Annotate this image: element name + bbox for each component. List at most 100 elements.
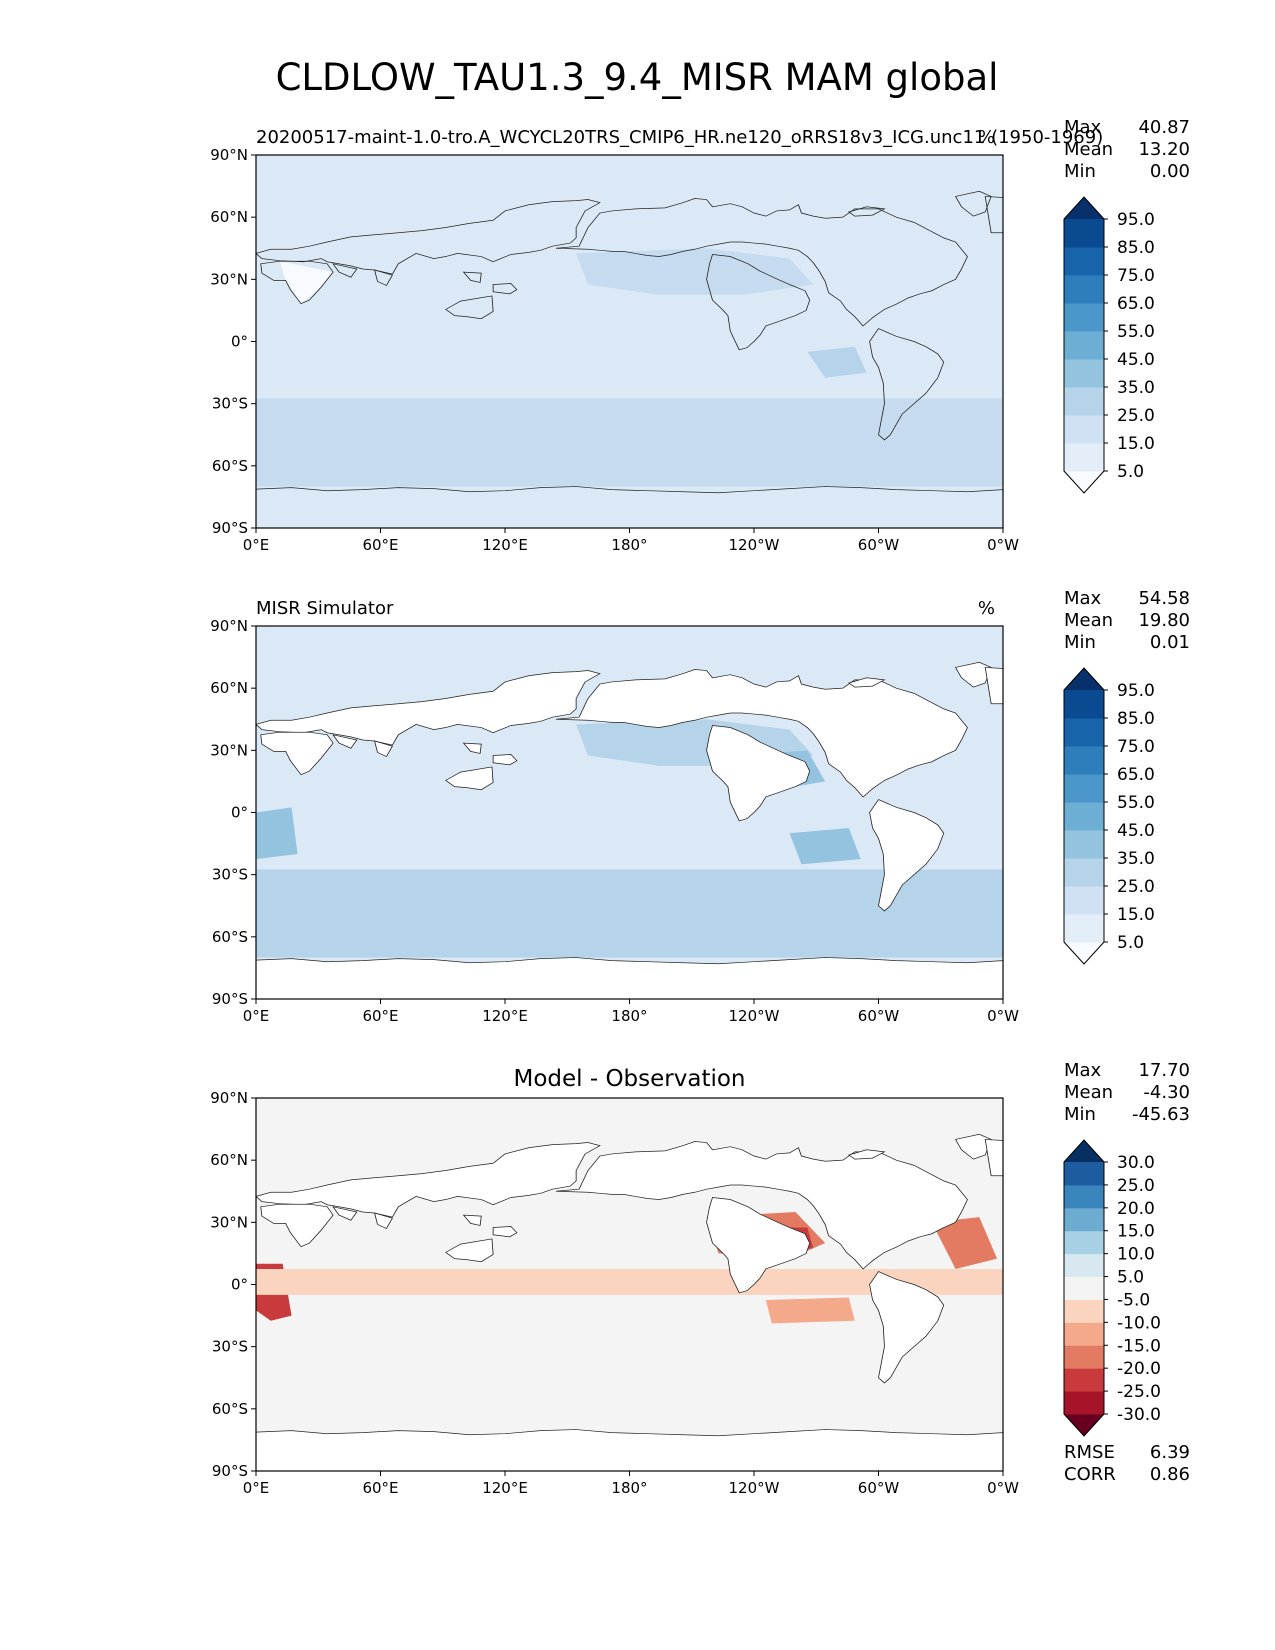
colorbar-swatch [1064, 303, 1104, 332]
map-field[interactable] [256, 1098, 1003, 1471]
field-region-north-pacific [576, 248, 814, 295]
footer-stat-label: RMSE [1064, 1442, 1115, 1463]
field-region-subtropical-land [279, 261, 334, 304]
field-region-southeast-pacific-deficit [765, 1297, 855, 1324]
colorbar-swatch [1064, 443, 1104, 472]
stat-value: 40.87 [1138, 117, 1190, 138]
colorbar-tick-label: -20.0 [1117, 1359, 1161, 1379]
colorbar-swatch [1064, 1276, 1104, 1300]
colorbar-tick-label: 25.0 [1117, 406, 1155, 426]
lon-label: 0°W [987, 536, 1019, 554]
colorbar-tick-label: 30.0 [1117, 1153, 1155, 1173]
stat-value: -4.30 [1143, 1082, 1190, 1103]
stat-label: Min [1064, 1104, 1096, 1125]
stat-value: 17.70 [1138, 1060, 1190, 1081]
stat-value: 0.00 [1150, 161, 1190, 182]
colorbar-tick-label: 55.0 [1117, 793, 1155, 813]
footer-stat-value: 0.86 [1150, 1464, 1190, 1485]
field-region-east-pacific-stratocumulus [807, 346, 867, 378]
colorbar-tick-label: 15.0 [1117, 905, 1155, 925]
colorbar-extend-min [1064, 471, 1104, 493]
colorbar-tick-label: 95.0 [1117, 681, 1155, 701]
colorbar-swatch [1064, 219, 1104, 248]
lon-label: 60°W [858, 536, 900, 554]
colorbar-tick-label: 75.0 [1117, 737, 1155, 757]
field-region-southern-ocean-band [256, 869, 1003, 958]
lon-label: 60°E [362, 1479, 398, 1497]
colorbar-swatch [1064, 415, 1104, 444]
colorbar-swatch [1064, 1253, 1104, 1278]
panel-reference: MISR Simulator % 90°N 60°N 30°N 0° 30°S 60°S 90°… [210, 588, 1190, 1025]
footer-stat-label: CORR [1064, 1464, 1116, 1485]
stat-label: Max [1064, 588, 1102, 609]
stat-value: -45.63 [1132, 1104, 1190, 1125]
stat-label: Max [1064, 1060, 1102, 1081]
colorbar-tick-label: 95.0 [1117, 210, 1155, 230]
colorbar-extend-min [1064, 1414, 1104, 1436]
lat-label: 90°S [212, 519, 248, 537]
colorbar-swatch [1064, 746, 1104, 775]
colorbar-tick-label: 10.0 [1117, 1245, 1155, 1265]
panel-test: 20200517-maint-1.0-tro.A_WCYCL20TRS_CMIP… [210, 117, 1190, 554]
lon-label: 120°E [482, 1479, 528, 1497]
colorbar-tick-label: 65.0 [1117, 294, 1155, 314]
lat-label: 30°S [212, 866, 248, 884]
lon-label: 120°E [482, 536, 528, 554]
colorbar-tick-label: -25.0 [1117, 1382, 1161, 1402]
colorbar-swatch [1064, 359, 1104, 388]
colorbar-tick-label: 25.0 [1117, 877, 1155, 897]
lon-label: 120°E [482, 1007, 528, 1025]
panel-center-title: Model - Observation [513, 1066, 745, 1092]
colorbar-swatch [1064, 774, 1104, 803]
map-field[interactable] [256, 155, 1003, 528]
colorbar-swatch [1064, 858, 1104, 887]
lon-label: 180° [611, 1007, 647, 1025]
lat-label: 90°S [212, 1462, 248, 1480]
figure-title: CLDLOW_TAU1.3_9.4_MISR MAM global [276, 56, 999, 99]
lon-label: 60°E [362, 1007, 398, 1025]
lat-label: 0° [231, 804, 248, 822]
stat-label: Max [1064, 117, 1102, 138]
panel-units: % [978, 598, 995, 619]
colorbar-swatch [1064, 830, 1104, 859]
colorbar-swatch [1064, 914, 1104, 943]
colorbar-swatch [1064, 690, 1104, 719]
stat-value: 54.58 [1138, 588, 1190, 609]
panel-left-title: 20200517-maint-1.0-tro.A_WCYCL20TRS_CMIP… [256, 127, 1103, 148]
lat-label: 60°N [210, 1151, 248, 1169]
lat-label: 60°S [212, 928, 248, 946]
colorbar-tick-label: 45.0 [1117, 821, 1155, 841]
colorbar-tick-label: 5.0 [1117, 1268, 1144, 1288]
lat-label: 60°S [212, 457, 248, 475]
colorbar-tick-label: -15.0 [1117, 1336, 1161, 1356]
lon-label: 0°E [243, 1007, 270, 1025]
colorbar-tick-label: 35.0 [1117, 378, 1155, 398]
map-field[interactable] [256, 626, 1003, 999]
colorbar-tick-label: -10.0 [1117, 1313, 1161, 1333]
panel-diff: Model - Observation 90°N 60°N 30°N 0° 30°S 60°… [210, 1060, 1190, 1497]
stat-label: Min [1064, 161, 1096, 182]
field-regions [256, 248, 1003, 487]
lon-label: 60°W [858, 1007, 900, 1025]
colorbar-extend-max [1064, 1140, 1104, 1162]
lat-label: 90°N [210, 1089, 248, 1107]
colorbar-swatch [1064, 1162, 1104, 1186]
stat-value: 13.20 [1138, 139, 1190, 160]
colorbar-swatch [1064, 1207, 1104, 1232]
colorbar-swatch [1064, 1368, 1104, 1392]
panel-left-title: MISR Simulator [256, 598, 394, 619]
lat-label: 90°N [210, 617, 248, 635]
colorbar: 5.0 15.0 25.0 35.0 45.0 55.0 65.0 75.0 85.0 95.0 [1063, 196, 1155, 494]
lat-label: 30°S [212, 1338, 248, 1356]
field-region-southeast-pacific-stratocumulus [789, 828, 861, 865]
colorbar-swatch [1064, 1322, 1104, 1346]
lat-label: 30°N [210, 270, 248, 288]
panel-units: % [978, 127, 995, 148]
colorbar-swatch [1064, 331, 1104, 360]
lat-label: 60°N [210, 679, 248, 697]
lat-label: 30°N [210, 1213, 248, 1231]
lon-label: 0°W [987, 1479, 1019, 1497]
lon-label: 60°E [362, 536, 398, 554]
colorbar-tick-label: -30.0 [1117, 1405, 1161, 1425]
